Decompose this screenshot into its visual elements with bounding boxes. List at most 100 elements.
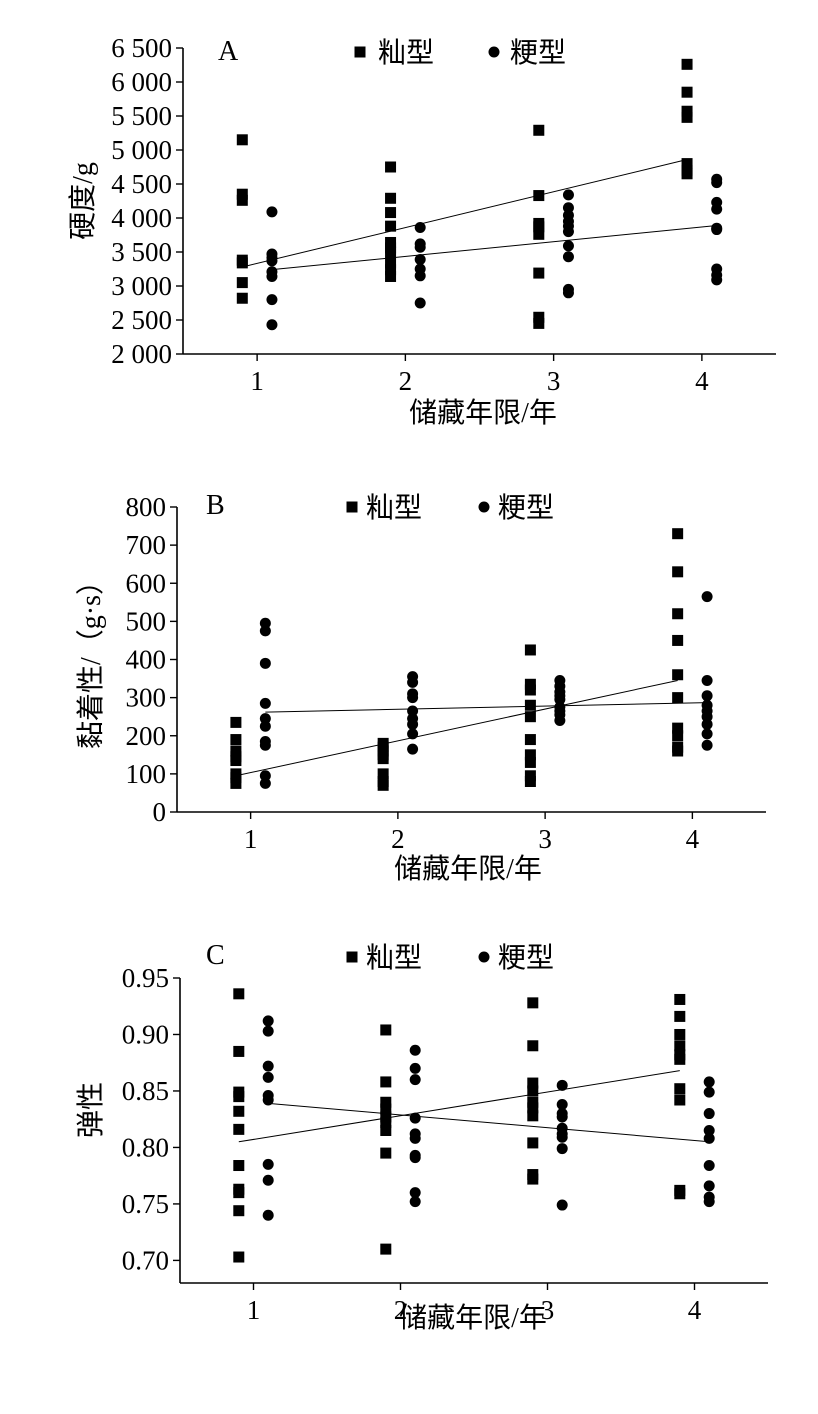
data-point-square <box>236 257 248 269</box>
data-point-circle <box>407 676 419 688</box>
data-point-square <box>524 644 536 656</box>
data-point-square <box>524 749 536 761</box>
y-tick-label: 0 <box>153 797 167 827</box>
data-point-square <box>385 161 397 173</box>
data-point-square <box>385 270 397 282</box>
data-point-circle <box>259 657 271 669</box>
trend-line-japonica <box>271 224 717 271</box>
data-point-circle <box>262 1209 274 1221</box>
data-point-square <box>524 678 536 690</box>
data-point-circle <box>409 1152 421 1164</box>
x-tick-label: 2 <box>394 1295 408 1325</box>
panel-c-springiness: C 籼型 粳型 储藏年限/年 弹性 0.70 0.75 0.80 0.85 0.90 0.… <box>75 940 768 1334</box>
data-point-square <box>524 770 536 782</box>
panel-label: B <box>206 490 225 521</box>
trend-line-indica <box>238 1070 680 1143</box>
data-point-square <box>233 988 245 1000</box>
data-point-square <box>524 756 536 768</box>
y-tick-label: 4 500 <box>111 169 172 199</box>
data-point-square <box>524 699 536 711</box>
y-tick-label: 5 500 <box>111 101 172 131</box>
data-point-circle <box>409 1044 421 1056</box>
data-point-square <box>380 1125 392 1136</box>
data-point-circle <box>554 694 566 706</box>
data-point-square <box>385 257 397 269</box>
data-point-square <box>672 745 684 757</box>
y-axis-label: 弹性 <box>75 1082 107 1138</box>
data-point-square <box>380 1096 392 1108</box>
data-point-circle <box>259 720 271 732</box>
data-point-square <box>533 311 545 323</box>
data-point-square <box>674 1094 686 1106</box>
data-point-circle <box>703 1076 715 1088</box>
data-point-square <box>230 745 242 757</box>
data-point-square <box>527 1085 539 1097</box>
data-point-square <box>380 1076 392 1088</box>
data-point-circle <box>407 692 419 704</box>
data-point-circle <box>703 1108 715 1120</box>
data-point-circle <box>562 240 574 252</box>
x-tick-label: 4 <box>695 366 709 396</box>
x-tick-label: 1 <box>250 366 264 396</box>
trend-line-japonica <box>268 1102 710 1143</box>
y-tick-label: 4 000 <box>111 203 172 233</box>
data-point-square <box>674 1010 686 1022</box>
y-tick-label: 600 <box>126 568 167 598</box>
data-point-circle <box>703 1160 715 1172</box>
data-point-circle <box>701 591 713 603</box>
data-point-circle <box>703 1125 715 1136</box>
y-tick-label: 3 500 <box>111 237 172 267</box>
legend-marker-circle <box>478 501 490 513</box>
data-point-circle <box>556 1099 568 1111</box>
data-point-circle <box>407 718 419 730</box>
data-point-square <box>527 1137 539 1149</box>
panel-label: A <box>218 36 239 67</box>
data-point-circle <box>409 1112 421 1124</box>
data-point-square <box>233 1091 245 1103</box>
data-point-square <box>385 207 397 219</box>
legend-marker-circle <box>488 46 500 58</box>
data-point-circle <box>556 1111 568 1123</box>
data-point-square <box>380 1103 392 1115</box>
y-tick-label: 0.85 <box>122 1076 169 1106</box>
data-point-square <box>385 192 397 204</box>
trend-line-indica <box>242 159 688 268</box>
data-point-square <box>380 1243 392 1255</box>
data-point-square <box>230 716 242 728</box>
data-point-square <box>681 168 693 180</box>
y-tick-label: 2 500 <box>111 305 172 335</box>
trend-line-japonica <box>265 702 708 713</box>
data-point-square <box>385 220 397 232</box>
data-point-circle <box>259 770 271 782</box>
data-point-circle <box>414 253 426 265</box>
data-point-circle <box>414 222 426 234</box>
x-tick-label: 4 <box>686 824 700 854</box>
data-point-circle <box>703 1196 715 1208</box>
y-tick-label: 200 <box>126 721 167 751</box>
data-point-circle <box>414 241 426 253</box>
data-point-square <box>380 1024 392 1036</box>
data-point-square <box>230 777 242 789</box>
data-point-circle <box>701 711 713 723</box>
data-point-circle <box>556 1079 568 1091</box>
data-point-circle <box>701 739 713 751</box>
data-point-square <box>672 722 684 734</box>
y-tick-label: 400 <box>126 645 167 675</box>
data-point-circle <box>703 1180 715 1192</box>
data-point-square <box>385 264 397 276</box>
data-point-square <box>527 997 539 1009</box>
data-point-circle <box>407 743 419 755</box>
y-tick-label: 6 000 <box>111 67 172 97</box>
data-point-square <box>533 124 545 136</box>
data-point-square <box>527 1040 539 1052</box>
data-point-square <box>674 993 686 1005</box>
data-point-square <box>233 1045 245 1057</box>
data-point-circle <box>262 1015 274 1027</box>
data-point-circle <box>262 1158 274 1170</box>
y-tick-label: 3 000 <box>111 271 172 301</box>
x-axis-label: 储藏年限/年 <box>399 1302 547 1334</box>
data-point-circle <box>711 274 723 286</box>
y-tick-label: 0.75 <box>122 1189 169 1219</box>
data-point-circle <box>259 697 271 709</box>
x-tick-label: 3 <box>541 1295 555 1325</box>
